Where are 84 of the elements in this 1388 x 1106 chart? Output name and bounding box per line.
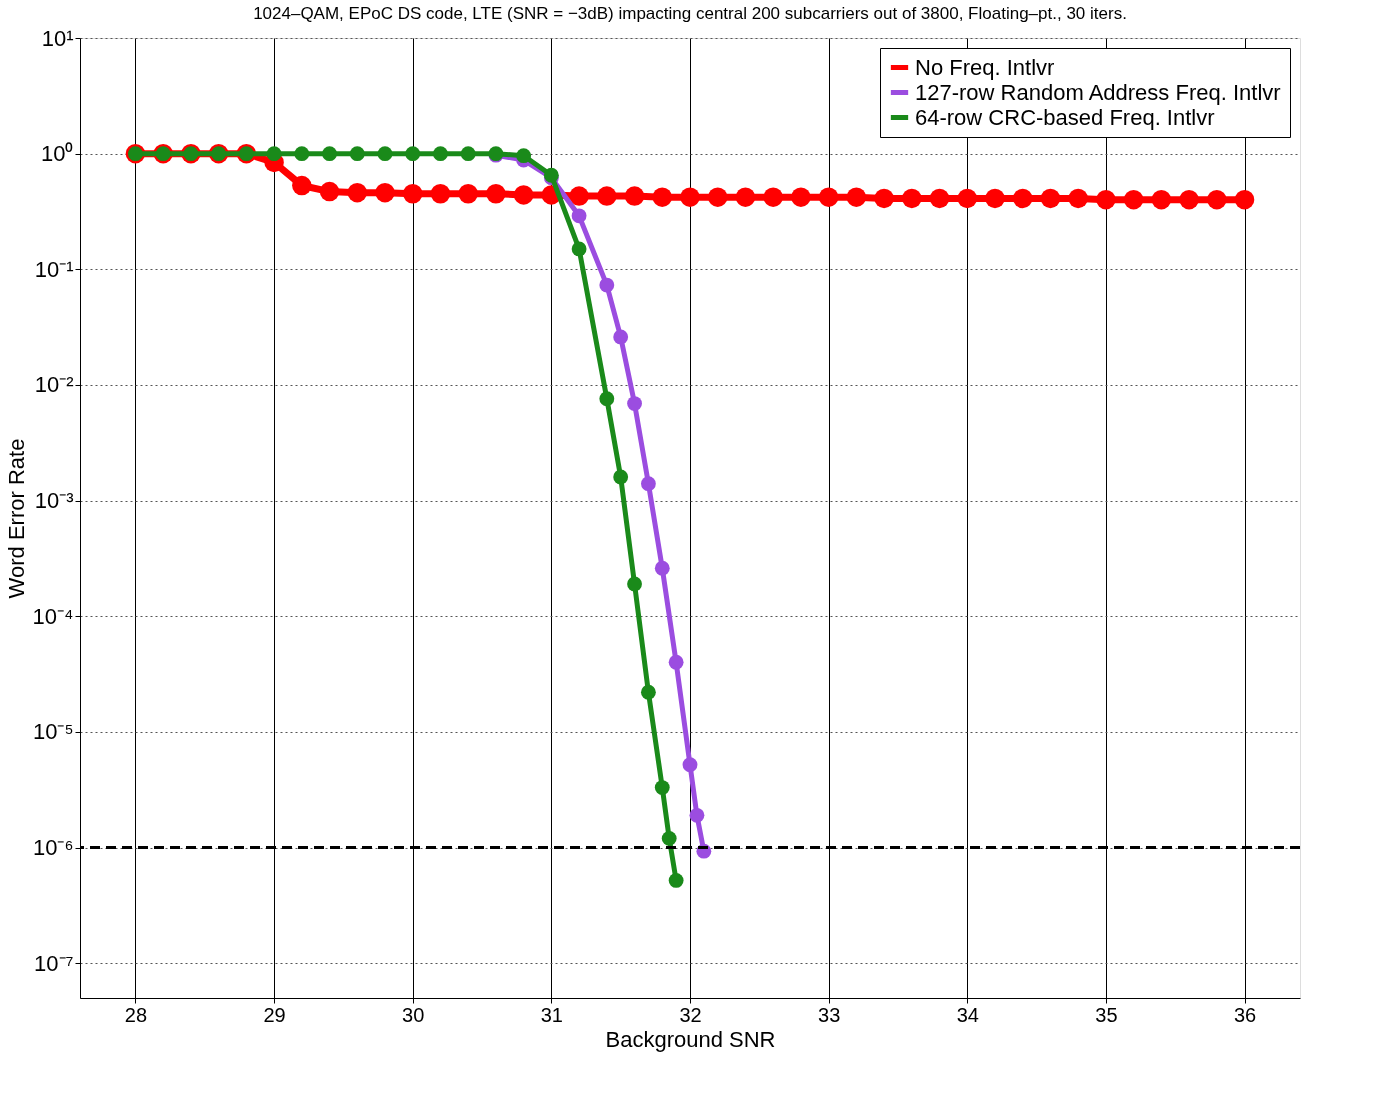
y-tick-label: 10⁻⁷ (34, 950, 74, 976)
point (322, 146, 337, 162)
point (375, 182, 395, 203)
point (347, 182, 368, 203)
y-tick-label: 10⁻⁶ (32, 835, 74, 861)
point (957, 188, 978, 209)
chart-title: 1024–QAM, EPoC DS code, LTE (SNR = −3dB) impacting central 200 subcarriers out of 3800, Floating–pt., 30 iters. (253, 4, 1127, 23)
point (985, 188, 1005, 209)
point (1040, 188, 1061, 209)
y-tick-label: 10⁻² (34, 372, 74, 398)
x-tick-label: 31 (540, 1003, 563, 1026)
point (624, 186, 645, 206)
point (1012, 188, 1033, 209)
point (874, 188, 894, 209)
point (818, 187, 839, 207)
point (571, 241, 587, 257)
point (1151, 189, 1172, 210)
y-tick-label: 10⁻³ (34, 488, 74, 514)
point (846, 187, 867, 207)
x-tick-label: 28 (124, 1003, 148, 1026)
point (433, 146, 448, 162)
point (1096, 189, 1116, 210)
point (599, 391, 615, 407)
y-tick-label: 10⁻¹ (34, 256, 74, 282)
point (640, 476, 656, 492)
y-tick-label: 10⁻⁴ (32, 603, 74, 629)
point (707, 187, 728, 207)
point (682, 757, 698, 773)
point (929, 188, 950, 209)
legend-label: 127-row Random Address Freq. Intlvr (915, 79, 1281, 105)
point (430, 184, 451, 204)
point (613, 469, 629, 485)
point (791, 187, 811, 207)
point (613, 329, 629, 345)
point (294, 146, 310, 162)
point (1068, 188, 1088, 209)
point (571, 208, 587, 224)
point (1234, 189, 1255, 210)
point (654, 560, 670, 576)
point (458, 184, 478, 204)
point (668, 654, 684, 670)
point (668, 872, 684, 888)
point (661, 830, 677, 846)
x-tick-label: 35 (1095, 1003, 1118, 1026)
x-tick-label: 32 (679, 1003, 702, 1026)
point (377, 146, 393, 162)
point (266, 146, 282, 162)
point (652, 187, 673, 207)
legend-label: 64-row CRC-based Freq. Intlvr (915, 104, 1215, 130)
point (902, 188, 922, 209)
point (654, 780, 670, 795)
y-axis-title: Word Error Rate (3, 438, 29, 599)
y-tick-label: 10¹ (41, 25, 74, 51)
point (405, 146, 421, 162)
point (349, 146, 365, 162)
point (1179, 189, 1199, 210)
point (599, 277, 615, 293)
x-tick-label: 34 (956, 1003, 979, 1026)
point (763, 187, 783, 207)
point (486, 184, 506, 204)
point (516, 148, 532, 164)
x-tick-label: 29 (263, 1003, 286, 1026)
point (569, 186, 589, 206)
point (319, 181, 340, 202)
point (689, 807, 705, 823)
point (640, 684, 656, 700)
point (292, 175, 312, 196)
legend-label: No Freq. Intlvr (915, 54, 1055, 80)
point (513, 185, 534, 205)
x-axis-title: Background SNR (605, 1026, 776, 1052)
point (680, 187, 700, 207)
point (627, 396, 642, 411)
x-tick-label: 36 (1233, 1003, 1257, 1026)
point (1207, 189, 1227, 210)
point (460, 146, 476, 162)
x-tick-label: 33 (818, 1003, 841, 1026)
point (597, 186, 617, 206)
x-tick-label: 30 (402, 1003, 425, 1026)
point (735, 187, 756, 207)
y-tick-label: 10⁻⁵ (32, 719, 74, 745)
point (1123, 189, 1144, 210)
y-tick-label: 10⁰ (41, 141, 74, 167)
point (627, 576, 642, 592)
point (402, 184, 423, 204)
